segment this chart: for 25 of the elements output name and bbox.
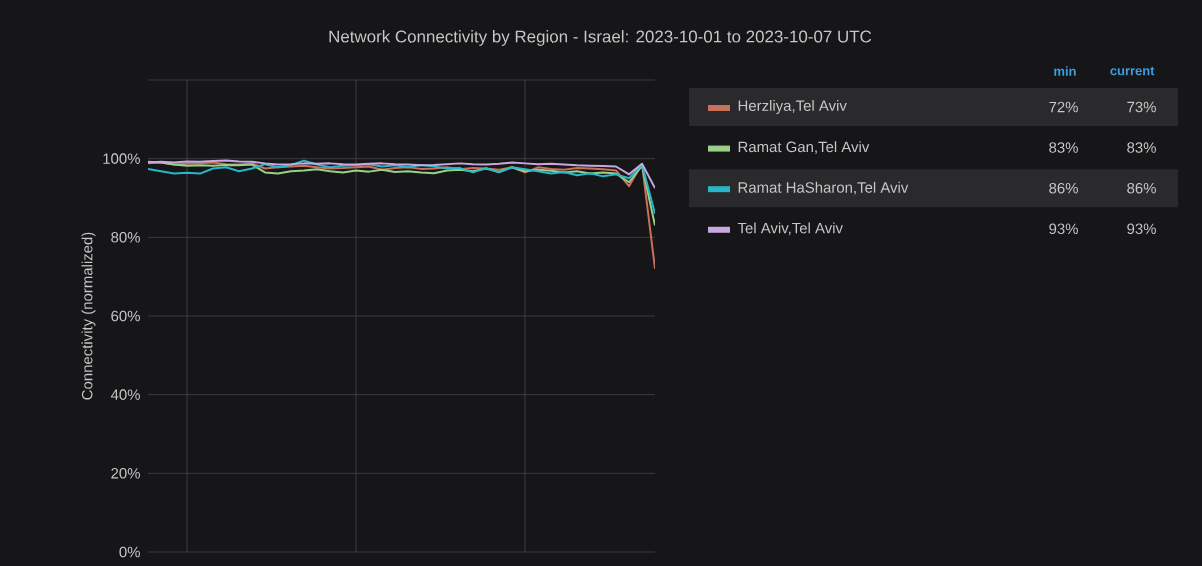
text: 86% [1127, 182, 1156, 194]
legend-label: Herzliya,Tel Aviv [738, 100, 847, 114]
legend-label: Tel Aviv,Tel Aviv [737, 222, 843, 236]
y-tick-label: 40% [110, 389, 140, 400]
line-series [148, 161, 656, 270]
chart-title: Network Connectivity by Region - Israel: 2023-10-01 to 2023-10-07 UTC [329, 30, 872, 46]
text: min [1054, 66, 1076, 76]
legend-label: Ramat HaSharon,Tel Aviv [738, 181, 909, 195]
line-series [148, 160, 656, 227]
legend-label: Ramat Gan,Tel Aviv [738, 141, 870, 154]
text: current [1110, 66, 1155, 76]
text: 83% [1049, 142, 1078, 153]
text: 93% [1127, 223, 1156, 235]
y-tick-label: 20% [111, 468, 140, 479]
y-tick-label: 80% [111, 232, 140, 243]
line-series [148, 159, 656, 215]
text: 73% [1127, 101, 1156, 113]
y-tick-label: 60% [111, 310, 140, 322]
text: 72% [1049, 101, 1078, 113]
y-tick-label: 0% [119, 546, 140, 558]
y-axis-title: Connectivity (normalized) [81, 232, 96, 400]
text: 86% [1049, 182, 1078, 194]
y-tick-label: 100% [103, 153, 140, 164]
text: 83% [1127, 142, 1156, 153]
text: 93% [1049, 223, 1078, 235]
